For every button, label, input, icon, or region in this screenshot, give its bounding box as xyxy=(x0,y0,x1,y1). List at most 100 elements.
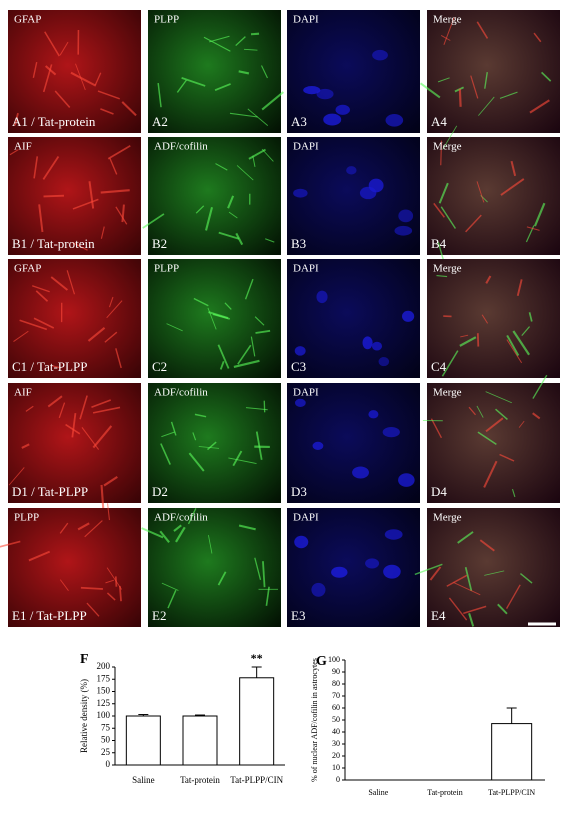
cell-process xyxy=(532,374,548,399)
panel-channel: DAPI xyxy=(293,14,319,26)
panel-channel: DAPI xyxy=(293,263,319,275)
cell-process xyxy=(106,592,116,601)
cell-process xyxy=(218,231,240,240)
cell-process xyxy=(71,413,77,438)
cell-process xyxy=(529,99,550,114)
cell-process xyxy=(205,206,214,231)
cell-process xyxy=(219,361,225,370)
cell-process xyxy=(157,82,162,108)
cell-process xyxy=(33,317,55,329)
cell-process xyxy=(59,41,69,56)
cell-process xyxy=(59,522,69,534)
nucleus xyxy=(311,582,326,597)
cell-process xyxy=(265,586,270,606)
cell-process xyxy=(88,181,95,209)
cell-process xyxy=(114,576,118,587)
cell-process xyxy=(465,214,482,233)
cell-process xyxy=(521,326,530,337)
x-tick-label: Tat-protein xyxy=(427,788,462,797)
y-tick-label: 40 xyxy=(332,727,340,736)
nucleus xyxy=(382,426,400,438)
cell-process xyxy=(483,460,498,488)
cell-process xyxy=(92,425,113,449)
cell-process xyxy=(100,226,105,239)
cell-process xyxy=(443,17,455,45)
micrograph xyxy=(8,508,141,627)
nucleus xyxy=(331,566,348,578)
nucleus xyxy=(378,357,390,367)
micrograph xyxy=(287,383,420,503)
cell-process xyxy=(207,441,217,451)
y-tick-label: 150 xyxy=(97,686,111,696)
cell-process xyxy=(176,79,187,93)
cell-process xyxy=(66,270,76,295)
cell-process xyxy=(228,457,257,464)
nucleus xyxy=(303,85,321,95)
cell-process xyxy=(500,178,525,196)
cell-process xyxy=(464,566,473,592)
panel-label: B3 xyxy=(291,236,306,251)
panel-label: D4 xyxy=(431,484,447,499)
micrograph xyxy=(287,10,420,133)
cell-process xyxy=(476,21,489,39)
cell-process xyxy=(209,35,230,43)
cell-process xyxy=(44,31,60,57)
cell-process xyxy=(77,522,90,531)
panel-channel: GFAP xyxy=(14,263,41,275)
cell-process xyxy=(121,204,125,223)
y-tick-label: 50 xyxy=(101,735,111,745)
cell-process xyxy=(541,71,552,82)
cell-process xyxy=(250,32,260,36)
cell-process xyxy=(13,330,29,342)
cell-process xyxy=(108,296,114,308)
cell-process xyxy=(91,399,112,409)
cell-process xyxy=(262,561,266,588)
panel-channel: DAPI xyxy=(293,512,319,524)
cell-process xyxy=(254,557,262,580)
panel-letter: G xyxy=(316,654,327,669)
y-tick-label: 100 xyxy=(328,655,340,664)
cell-process xyxy=(79,395,88,420)
cell-process xyxy=(440,35,451,41)
cell-process xyxy=(161,431,175,438)
cell-process xyxy=(232,450,243,467)
cell-process xyxy=(244,278,254,300)
cell-process xyxy=(453,582,481,596)
cell-process xyxy=(19,319,48,331)
cell-process xyxy=(433,202,446,218)
cell-process xyxy=(59,579,69,591)
cell-process xyxy=(188,452,205,472)
cell-process xyxy=(214,83,231,92)
nucleus xyxy=(316,88,334,100)
cell-process xyxy=(260,65,268,79)
cell-process xyxy=(9,149,19,156)
cell-process xyxy=(106,567,123,590)
cell-process xyxy=(84,520,103,538)
cell-process xyxy=(217,571,227,586)
cell-process xyxy=(100,108,114,115)
cell-process xyxy=(518,420,525,428)
micrograph xyxy=(427,10,560,133)
cell-process xyxy=(28,550,51,562)
micrograph xyxy=(8,383,141,503)
micrograph xyxy=(148,259,281,378)
cell-process xyxy=(0,540,21,548)
cell-process xyxy=(43,194,65,198)
cell-process xyxy=(511,488,516,498)
nucleus xyxy=(385,113,404,127)
panel-channel: Merge xyxy=(433,512,462,524)
cell-process xyxy=(264,238,275,243)
cell-process xyxy=(228,211,238,219)
cell-process xyxy=(86,602,100,617)
micrograph xyxy=(8,137,141,255)
nucleus xyxy=(294,346,306,356)
y-tick-label: 30 xyxy=(332,739,340,748)
cell-process xyxy=(506,339,523,364)
cell-process xyxy=(100,189,130,194)
y-tick-label: 100 xyxy=(97,710,111,720)
nucleus xyxy=(383,564,401,579)
cell-process xyxy=(224,302,232,310)
cell-process xyxy=(532,412,541,420)
cell-process xyxy=(479,539,495,552)
